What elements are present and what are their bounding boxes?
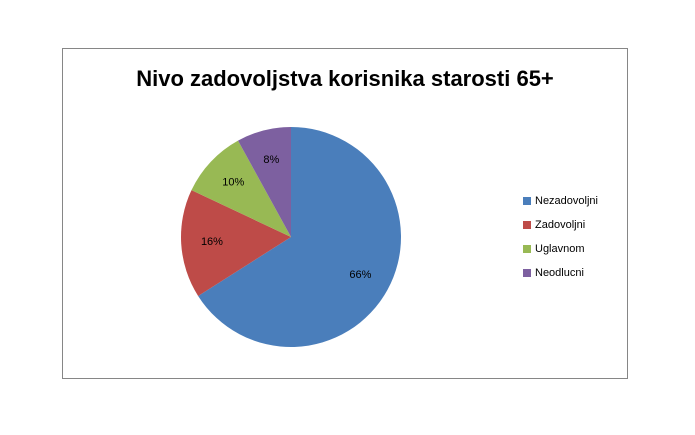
chart-title: Nivo zadovoljstva korisnika starosti 65+ bbox=[136, 66, 554, 91]
data-label: 10% bbox=[222, 177, 244, 189]
data-label: 66% bbox=[349, 269, 371, 281]
legend-swatch bbox=[523, 197, 531, 205]
data-label: 8% bbox=[263, 154, 279, 166]
pie-slice bbox=[191, 140, 291, 237]
legend-swatch bbox=[523, 221, 531, 229]
legend-swatch bbox=[523, 245, 531, 253]
data-label: 16% bbox=[201, 236, 223, 248]
legend-label: Zadovoljni bbox=[535, 219, 585, 231]
pie-slice bbox=[180, 190, 291, 296]
legend-label: Uglavnom bbox=[535, 243, 585, 255]
pie-slice bbox=[198, 127, 401, 348]
pie-slice bbox=[238, 127, 291, 237]
legend-label: Neodlucni bbox=[535, 267, 584, 279]
legend-label: Nezadovoljni bbox=[535, 195, 598, 207]
legend-swatch bbox=[523, 269, 531, 277]
